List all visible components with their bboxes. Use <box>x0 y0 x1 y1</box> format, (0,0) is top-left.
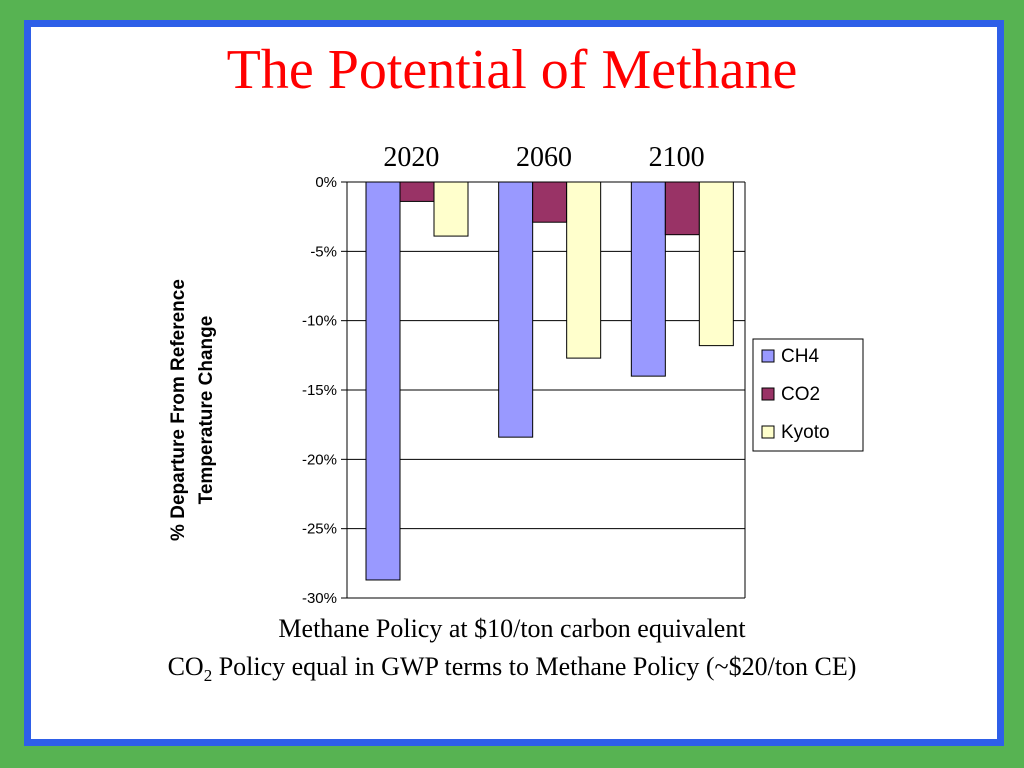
legend-label-kyoto: Kyoto <box>781 422 830 443</box>
bar-ch4-2060 <box>498 181 534 438</box>
slide-title: The Potential of Methane <box>226 39 798 101</box>
y-tick-label: -30% <box>302 590 337 607</box>
bar-ch4-2100 <box>630 181 666 377</box>
y-tick-label: -20% <box>302 451 337 468</box>
legend-swatch-co2 <box>761 387 775 401</box>
grid-lines <box>347 181 745 599</box>
category-labels: 2020 2060 2100 <box>383 142 704 173</box>
y-tick-label: -5% <box>310 243 337 260</box>
legend-swatch-ch4 <box>761 349 775 363</box>
caption-co2-policy: CO2 Policy equal in GWP terms to Methane… <box>0 652 1024 686</box>
bar-kyoto-2100 <box>698 181 734 347</box>
legend-swatch-kyoto <box>761 425 775 439</box>
bar-ch4-2020 <box>365 181 401 581</box>
y-tick-label: -25% <box>302 521 337 538</box>
y-axis: 0% -5% -10% -15% -20% -25% -30% <box>302 174 746 607</box>
bar-co2-2060 <box>532 181 568 223</box>
legend-label-co2: CO2 <box>781 384 820 405</box>
caption-co2-pre: CO <box>167 652 204 681</box>
bar-kyoto-2060 <box>566 181 602 359</box>
caption-co2-subscript: 2 <box>203 666 213 686</box>
caption-co2-post: Policy equal in GWP terms to Methane Pol… <box>212 652 857 681</box>
legend-label-ch4: CH4 <box>781 346 819 367</box>
bars <box>365 181 734 581</box>
legend: CH4 CO2 Kyoto <box>752 338 864 452</box>
category-label-2060: 2060 <box>516 142 572 173</box>
bar-co2-2100 <box>664 181 700 236</box>
bar-kyoto-2020 <box>433 181 469 237</box>
y-tick-label: -15% <box>302 382 337 399</box>
y-tick-label: 0% <box>315 174 337 191</box>
caption-methane-policy: Methane Policy at $10/ton carbon equival… <box>278 614 746 643</box>
category-label-2100: 2100 <box>649 142 705 173</box>
bar-co2-2020 <box>399 181 435 202</box>
y-tick-label: -10% <box>302 313 337 330</box>
category-label-2020: 2020 <box>383 142 439 173</box>
